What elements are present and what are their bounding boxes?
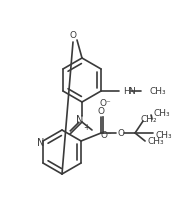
Text: H: H xyxy=(123,86,130,95)
Text: O⁻: O⁻ xyxy=(101,131,113,141)
Text: CH₃: CH₃ xyxy=(153,109,170,118)
Text: CH₂: CH₂ xyxy=(140,114,157,124)
Text: O: O xyxy=(97,107,105,116)
Text: N: N xyxy=(128,86,135,95)
Text: CH₃: CH₃ xyxy=(155,130,172,139)
Text: O⁻: O⁻ xyxy=(100,99,112,109)
Text: N: N xyxy=(76,115,84,125)
Text: CH₃: CH₃ xyxy=(147,137,164,145)
Text: N: N xyxy=(37,138,45,148)
Text: CH₃: CH₃ xyxy=(149,86,166,95)
Text: O: O xyxy=(69,30,76,40)
Text: O: O xyxy=(118,130,124,139)
Text: +: + xyxy=(83,122,89,131)
